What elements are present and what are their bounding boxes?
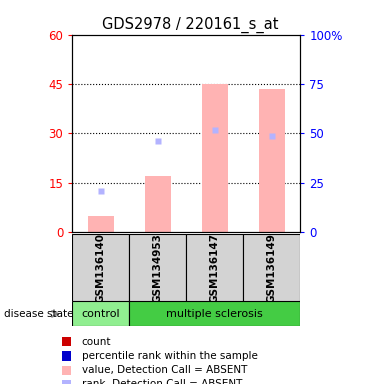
Bar [259,89,285,232]
Bar [72,301,129,326]
Bar [129,234,186,301]
Text: GSM136147: GSM136147 [210,233,220,303]
Bar [202,84,228,232]
Text: control: control [81,309,120,319]
Bar [243,234,300,301]
Bar [129,301,300,326]
Bar [72,234,129,301]
Text: GSM136149: GSM136149 [267,233,277,303]
Bar [88,216,114,232]
Bar [186,234,243,301]
Text: multiple sclerosis: multiple sclerosis [166,309,263,319]
Text: rank, Detection Call = ABSENT: rank, Detection Call = ABSENT [82,379,242,384]
Text: count: count [82,337,111,347]
Bar [145,176,171,232]
Text: value, Detection Call = ABSENT: value, Detection Call = ABSENT [82,365,247,375]
Text: percentile rank within the sample: percentile rank within the sample [82,351,258,361]
Text: GSM134953: GSM134953 [153,233,163,303]
Text: GSM136140: GSM136140 [96,233,106,303]
Text: GDS2978 / 220161_s_at: GDS2978 / 220161_s_at [102,17,278,33]
Text: disease state: disease state [4,309,73,319]
